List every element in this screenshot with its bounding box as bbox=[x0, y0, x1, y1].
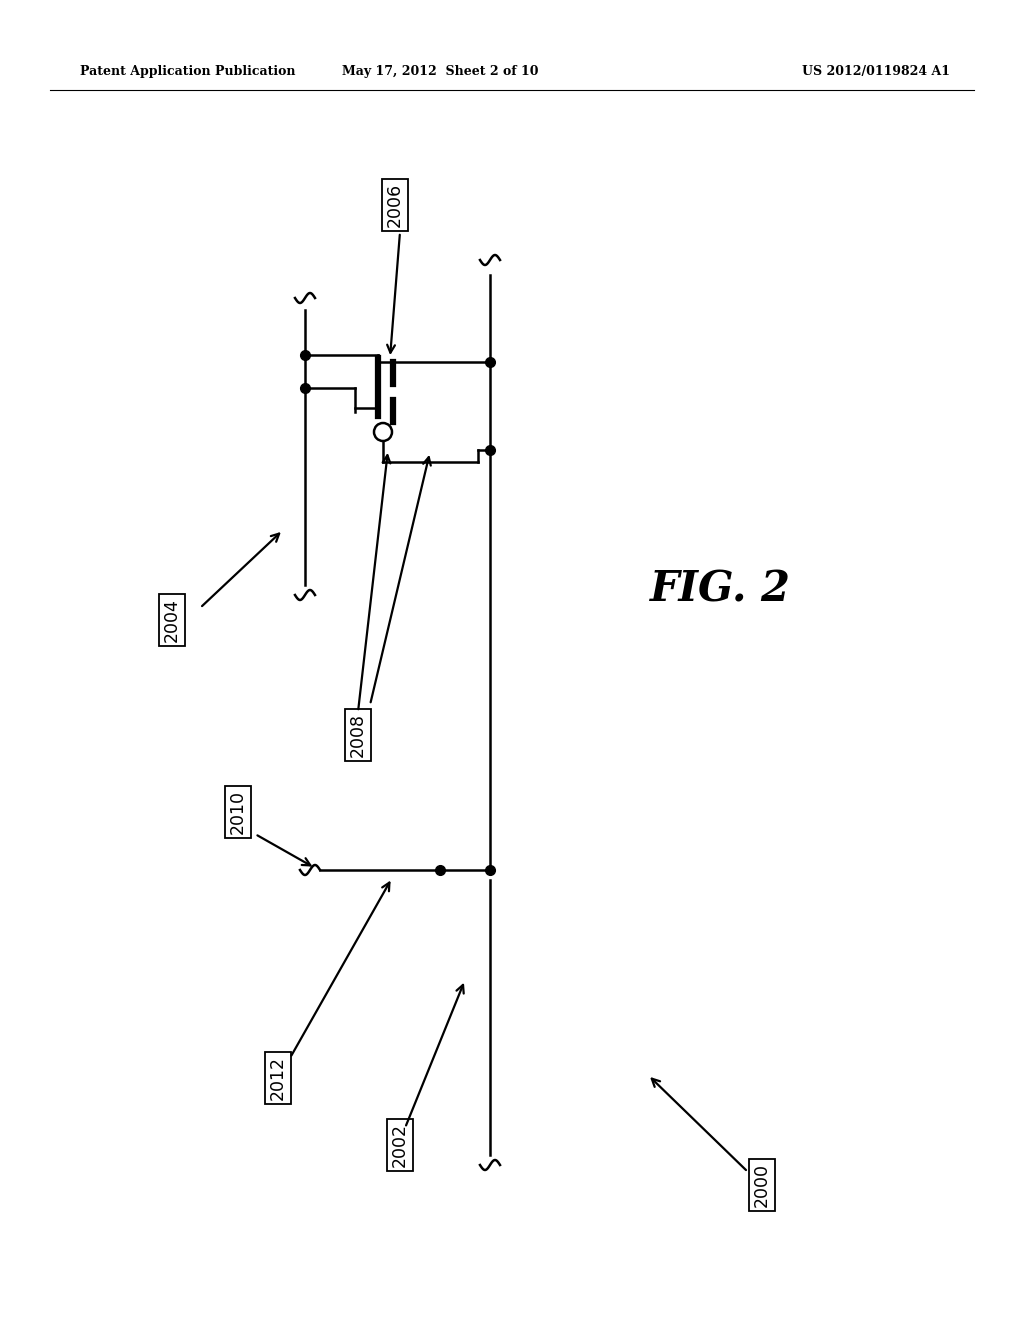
Text: 2008: 2008 bbox=[349, 713, 367, 756]
Text: 2010: 2010 bbox=[229, 789, 247, 834]
Text: May 17, 2012  Sheet 2 of 10: May 17, 2012 Sheet 2 of 10 bbox=[342, 66, 539, 78]
Text: 2012: 2012 bbox=[269, 1056, 287, 1100]
Text: 2004: 2004 bbox=[163, 598, 181, 642]
Text: 2006: 2006 bbox=[386, 183, 404, 227]
Text: Patent Application Publication: Patent Application Publication bbox=[80, 66, 296, 78]
Text: 2002: 2002 bbox=[391, 1123, 409, 1167]
Text: 2000: 2000 bbox=[753, 1163, 771, 1206]
Text: US 2012/0119824 A1: US 2012/0119824 A1 bbox=[802, 66, 950, 78]
Text: FIG. 2: FIG. 2 bbox=[649, 569, 791, 611]
